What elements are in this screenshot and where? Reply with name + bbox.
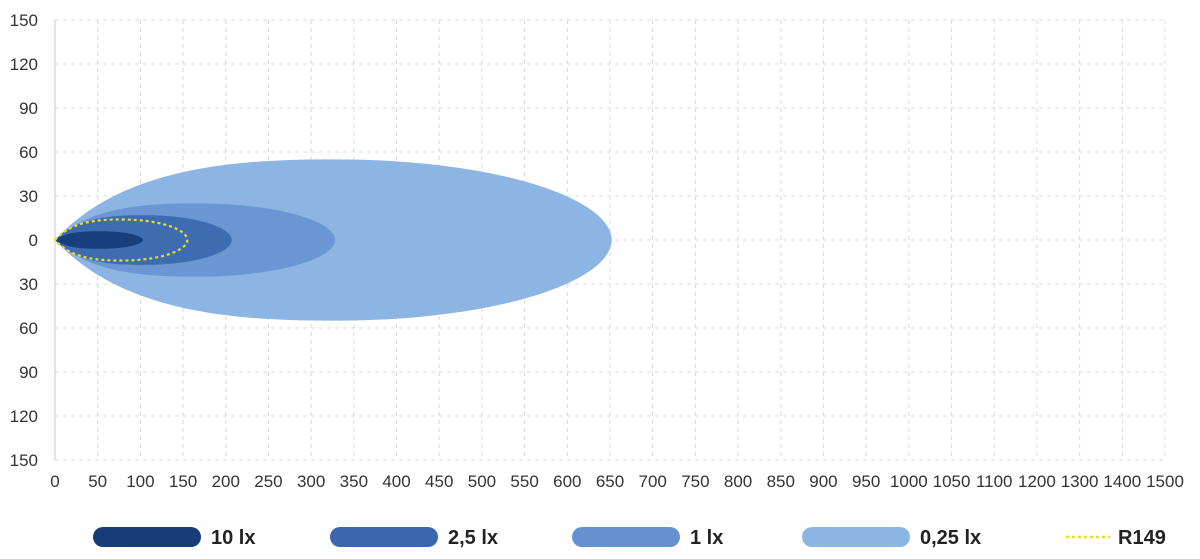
x-tick-label: 950 — [852, 472, 880, 491]
x-tick-label: 1100 — [976, 472, 1013, 491]
beam-r149-outline — [53, 218, 189, 262]
legend-label: 1 lx — [690, 527, 723, 549]
x-tick-label: 300 — [297, 472, 325, 491]
x-tick-label: 800 — [724, 472, 752, 491]
x-tick-label: 750 — [681, 472, 709, 491]
x-tick-label: 700 — [639, 472, 667, 491]
x-tick-label: 450 — [425, 472, 453, 491]
x-tick-label: 50 — [88, 472, 107, 491]
x-tick-label: 250 — [254, 472, 282, 491]
x-tick-label: 1300 — [1061, 472, 1099, 491]
y-tick-label: 120 — [10, 407, 38, 426]
x-tick-label: 150 — [169, 472, 197, 491]
legend-label: 10 lx — [211, 527, 255, 549]
legend-swatch — [330, 527, 438, 547]
y-tick-label: 60 — [19, 143, 38, 162]
y-tick-label: 90 — [19, 99, 38, 118]
legend-label: 2,5 lx — [448, 527, 498, 549]
x-tick-label: 350 — [340, 472, 368, 491]
beam-2-5-lx — [55, 215, 232, 265]
y-tick-label: 30 — [19, 187, 38, 206]
x-tick-label: 1400 — [1103, 472, 1141, 491]
legend-swatch — [802, 527, 910, 547]
x-tick-label: 550 — [510, 472, 538, 491]
beam-shapes — [53, 159, 612, 321]
x-tick-label: 600 — [553, 472, 581, 491]
x-axis: 0 50 100 150 200 250 300 350 400 450 500 550 600 650 7… — [50, 472, 1184, 491]
x-tick-label: 200 — [212, 472, 240, 491]
legend: 10 lx 2,5 lx 1 lx 0,25 lx R149 — [93, 527, 1166, 549]
x-tick-label: 500 — [468, 472, 496, 491]
x-tick-label: 0 — [50, 472, 59, 491]
x-tick-label: 650 — [596, 472, 624, 491]
y-tick-label: 150 — [10, 451, 38, 470]
y-tick-label: 120 — [10, 55, 38, 74]
y-tick-label: 150 — [10, 11, 38, 30]
x-tick-label: 100 — [126, 472, 154, 491]
y-axis: 150 120 90 60 30 0 30 60 90 120 150 — [10, 11, 38, 470]
x-tick-label: 1000 — [890, 472, 928, 491]
x-tick-label: 850 — [767, 472, 795, 491]
legend-label: 0,25 lx — [920, 527, 981, 549]
x-tick-label: 1200 — [1018, 472, 1056, 491]
y-tick-label: 0 — [29, 231, 38, 250]
beam-10-lx — [55, 231, 143, 249]
legend-swatch — [572, 527, 680, 547]
x-tick-label: 1500 — [1146, 472, 1184, 491]
y-tick-label: 90 — [19, 363, 38, 382]
x-tick-label: 900 — [809, 472, 837, 491]
y-tick-label: 60 — [19, 319, 38, 338]
legend-label: R149 — [1118, 527, 1166, 549]
x-tick-label: 1050 — [933, 472, 971, 491]
legend-swatch — [93, 527, 201, 547]
x-tick-label: 400 — [382, 472, 410, 491]
y-tick-label: 30 — [19, 275, 38, 294]
